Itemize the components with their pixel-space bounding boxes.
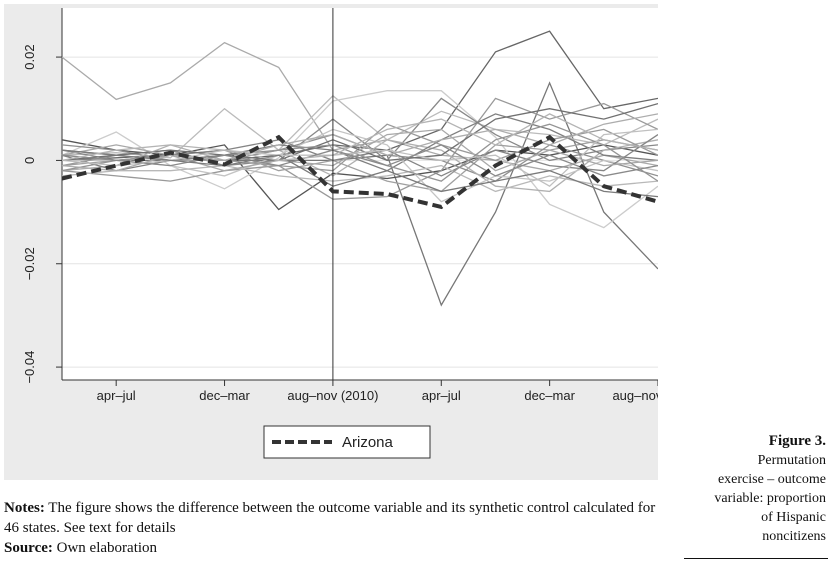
caption-line-5: noncitizens <box>762 529 826 544</box>
state-series-line <box>61 97 658 200</box>
source-text: Own elaboration <box>52 540 158 556</box>
x-tick-label: dec–mar <box>199 388 250 403</box>
state-series-line <box>61 113 658 172</box>
legend-box <box>263 425 431 459</box>
y-axis: 0.02 0 −0.02 −0.04 <box>22 8 63 384</box>
x-tick-label: aug–nov (2010) <box>287 388 378 403</box>
state-series-line <box>61 113 658 172</box>
permutation-line-chart: 0.02 0 −0.02 −0.04 apr–jul dec–mar aug–nov (2… <box>22 8 658 459</box>
legend: Arizona <box>263 425 431 459</box>
legend-label-arizona: Arizona <box>342 434 394 451</box>
figure-number: Figure 3. <box>768 433 826 449</box>
notes-line: Notes: The figure shows the difference b… <box>4 498 674 538</box>
notes-text: The figure shows the difference between … <box>4 500 656 536</box>
state-series-line <box>61 144 658 177</box>
y-tick-label: −0.02 <box>22 247 37 280</box>
chart-panel: 0.02 0 −0.02 −0.04 apr–jul dec–mar aug–nov (2… <box>4 4 658 480</box>
source-label: Source: <box>4 540 53 556</box>
caption-rule <box>684 558 828 559</box>
x-tick-label: dec–mar <box>524 388 575 403</box>
figure-caption: Figure 3. Permutation exercise – outcome… <box>666 432 826 546</box>
state-series-line <box>61 128 658 188</box>
source-line: Source: Own elaboration <box>4 538 674 558</box>
state-series-line <box>61 113 658 162</box>
y-tick-label: −0.04 <box>22 351 37 384</box>
caption-line-4: of Hispanic <box>761 510 826 525</box>
arizona-series-line <box>61 134 658 210</box>
state-series-line <box>61 149 658 198</box>
y-tick-label: 0 <box>22 157 37 164</box>
x-tick-label: apr–jul <box>97 388 136 403</box>
x-axis: apr–jul dec–mar aug–nov (2010) apr–jul dec–m… <box>62 379 658 403</box>
state-series-line <box>61 139 658 211</box>
figure-notes: Notes: The figure shows the difference b… <box>4 498 674 558</box>
notes-label: Notes: <box>4 500 45 516</box>
state-series-line <box>61 94 658 159</box>
state-series-line <box>61 128 658 172</box>
state-series-line <box>61 123 658 182</box>
arizona-series <box>61 134 658 210</box>
series-lines <box>61 30 658 307</box>
caption-line-2: exercise – outcome <box>717 472 826 487</box>
x-tick-label: apr–jul <box>422 388 461 403</box>
x-tick-label: aug–nov (2012) <box>612 388 658 403</box>
caption-line-3: variable: proportion <box>714 491 826 506</box>
caption-line-1: Permutation <box>757 453 826 468</box>
y-tick-label: 0.02 <box>22 44 37 69</box>
